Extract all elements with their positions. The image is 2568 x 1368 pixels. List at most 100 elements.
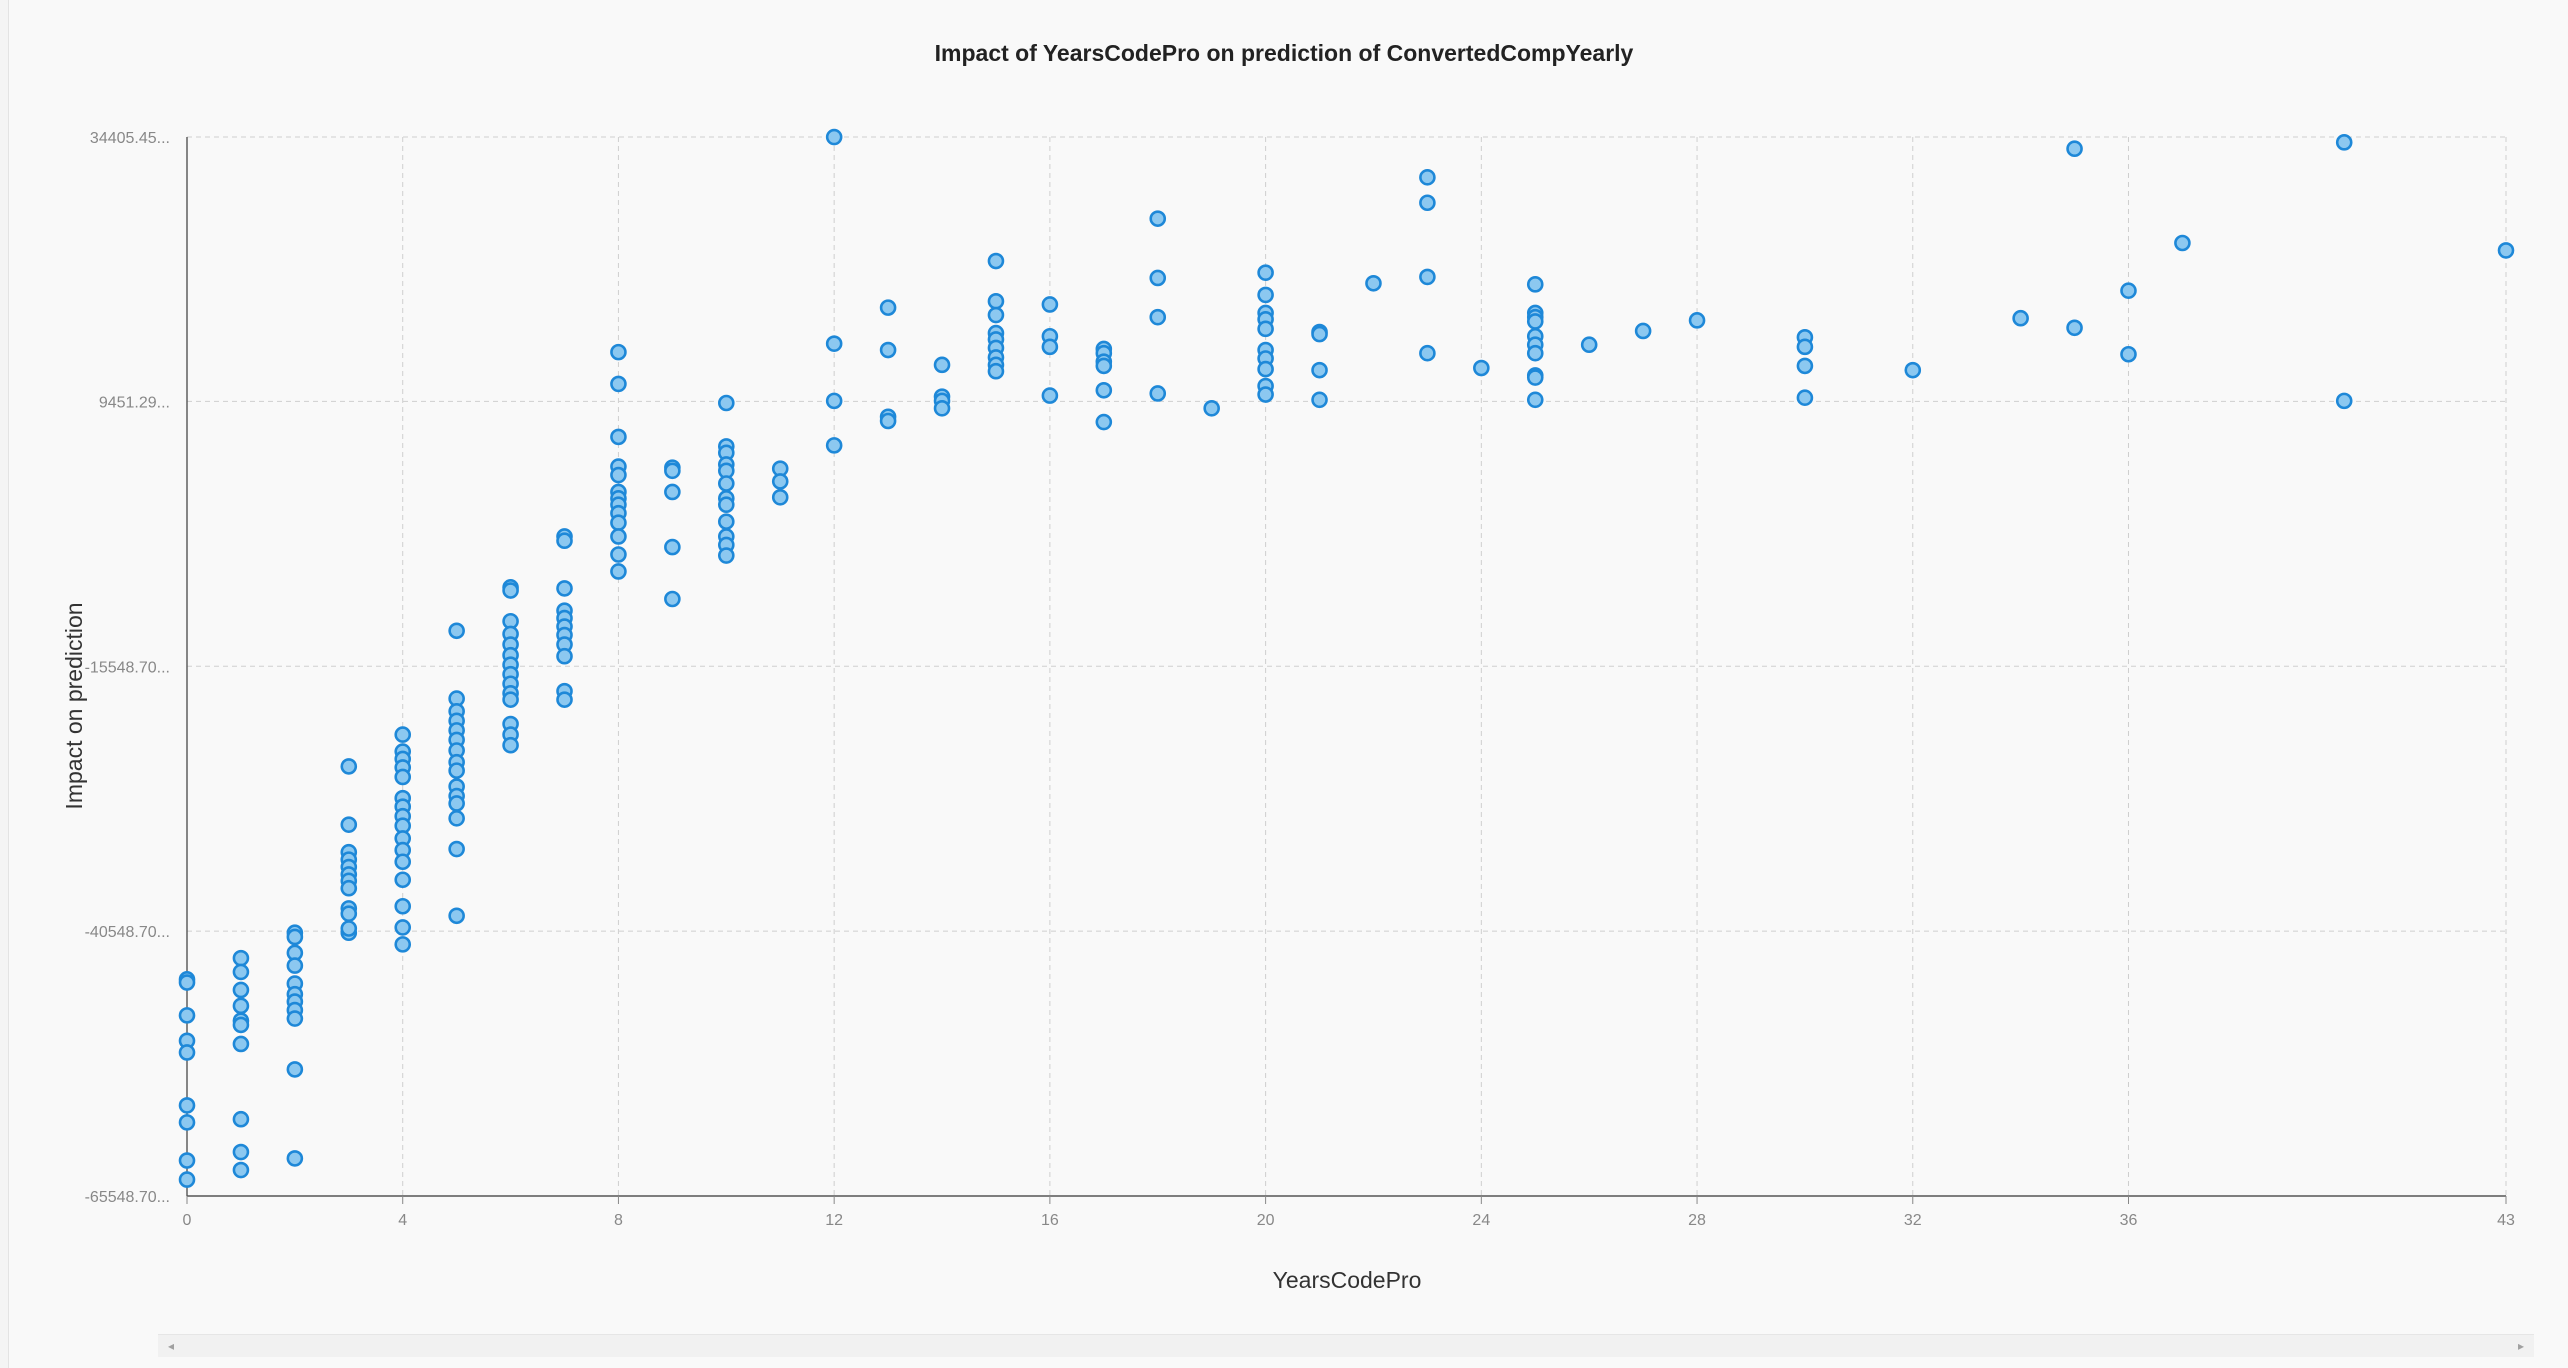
data-point[interactable] — [610, 428, 627, 446]
data-point[interactable] — [1526, 313, 1544, 330]
data-point[interactable] — [987, 252, 1005, 270]
data-point[interactable] — [2066, 140, 2083, 158]
data-point[interactable] — [610, 466, 627, 484]
data-point[interactable] — [879, 341, 897, 359]
data-point[interactable] — [340, 816, 358, 833]
data-point[interactable] — [232, 1161, 250, 1179]
data-point[interactable] — [178, 1114, 196, 1131]
data-point[interactable] — [1257, 264, 1274, 281]
data-point[interactable] — [987, 362, 1005, 380]
data-point[interactable] — [502, 736, 519, 754]
data-point[interactable] — [1095, 381, 1113, 399]
data-point[interactable] — [556, 580, 573, 597]
data-point[interactable] — [1419, 169, 1436, 186]
data-point[interactable] — [933, 356, 951, 374]
data-point[interactable] — [1904, 361, 1922, 379]
data-point[interactable] — [394, 853, 412, 871]
data-point[interactable] — [2335, 392, 2353, 410]
data-point[interactable] — [664, 590, 681, 608]
data-point[interactable] — [178, 1007, 196, 1024]
data-point[interactable] — [448, 762, 465, 779]
data-point[interactable] — [1257, 286, 1274, 304]
data-point[interactable] — [1149, 385, 1167, 402]
data-point[interactable] — [448, 795, 465, 812]
data-point[interactable] — [1419, 268, 1436, 286]
data-point[interactable] — [1257, 360, 1274, 378]
data-point[interactable] — [1041, 338, 1059, 356]
data-point[interactable] — [1257, 386, 1274, 403]
data-point[interactable] — [664, 462, 681, 480]
horizontal-scrollbar[interactable]: ◂ ▸ — [158, 1334, 2534, 1357]
data-point[interactable] — [178, 1171, 196, 1188]
data-point[interactable] — [178, 1097, 196, 1114]
data-point[interactable] — [340, 758, 358, 775]
data-point[interactable] — [232, 963, 250, 981]
data-point[interactable] — [1796, 357, 1814, 375]
data-point[interactable] — [2012, 309, 2029, 327]
data-point[interactable] — [825, 128, 843, 146]
data-point[interactable] — [232, 1110, 250, 1128]
data-point[interactable] — [825, 437, 843, 454]
data-point[interactable] — [394, 726, 412, 743]
data-point[interactable] — [718, 513, 735, 530]
data-point[interactable] — [718, 547, 735, 564]
data-point[interactable] — [394, 871, 412, 889]
data-point[interactable] — [286, 1150, 304, 1167]
data-point[interactable] — [1311, 391, 1328, 409]
data-point[interactable] — [2120, 345, 2137, 363]
data-point[interactable] — [718, 394, 735, 412]
data-point[interactable] — [448, 840, 465, 858]
data-point[interactable] — [2120, 282, 2137, 299]
data-point[interactable] — [610, 546, 627, 563]
data-point[interactable] — [502, 691, 519, 708]
data-point[interactable] — [286, 928, 304, 946]
data-point[interactable] — [394, 936, 412, 953]
data-point[interactable] — [448, 622, 465, 640]
data-point[interactable] — [2174, 234, 2191, 252]
data-point[interactable] — [1526, 391, 1544, 409]
data-point[interactable] — [232, 1143, 250, 1161]
data-point[interactable] — [610, 514, 627, 532]
data-point[interactable] — [340, 879, 358, 897]
data-point[interactable] — [664, 483, 681, 501]
data-point[interactable] — [286, 1010, 304, 1027]
data-point[interactable] — [178, 1044, 196, 1061]
data-point[interactable] — [771, 473, 789, 490]
data-point[interactable] — [502, 582, 519, 599]
data-point[interactable] — [1311, 325, 1328, 343]
data-point[interactable] — [1526, 369, 1544, 386]
data-point[interactable] — [771, 488, 789, 506]
data-point[interactable] — [1796, 338, 1814, 356]
data-point[interactable] — [1473, 359, 1490, 377]
data-point[interactable] — [933, 399, 951, 417]
data-point[interactable] — [1095, 357, 1113, 375]
data-point[interactable] — [1149, 269, 1167, 287]
data-point[interactable] — [340, 905, 358, 922]
data-point[interactable] — [1257, 320, 1274, 338]
data-point[interactable] — [718, 475, 735, 492]
data-point[interactable] — [1419, 194, 1436, 212]
data-point[interactable] — [232, 997, 250, 1015]
data-point[interactable] — [610, 528, 627, 545]
data-point[interactable] — [286, 957, 304, 974]
data-point[interactable] — [232, 981, 250, 999]
data-point[interactable] — [987, 292, 1005, 310]
data-point[interactable] — [1419, 344, 1436, 362]
data-point[interactable] — [1203, 399, 1220, 417]
data-point[interactable] — [1688, 312, 1706, 329]
data-point[interactable] — [394, 768, 412, 786]
data-point[interactable] — [610, 375, 627, 393]
data-point[interactable] — [610, 343, 627, 361]
data-point[interactable] — [448, 907, 465, 925]
data-point[interactable] — [879, 412, 897, 430]
data-point[interactable] — [718, 496, 735, 513]
data-point[interactable] — [825, 392, 843, 410]
data-point[interactable] — [1041, 296, 1059, 313]
data-point[interactable] — [879, 299, 897, 316]
data-point[interactable] — [556, 691, 573, 708]
data-point[interactable] — [1149, 308, 1167, 326]
data-point[interactable] — [1365, 274, 1382, 292]
data-point[interactable] — [1526, 276, 1544, 293]
scroll-right-icon[interactable]: ▸ — [2517, 1339, 2525, 1353]
scroll-left-icon[interactable]: ◂ — [167, 1339, 175, 1353]
